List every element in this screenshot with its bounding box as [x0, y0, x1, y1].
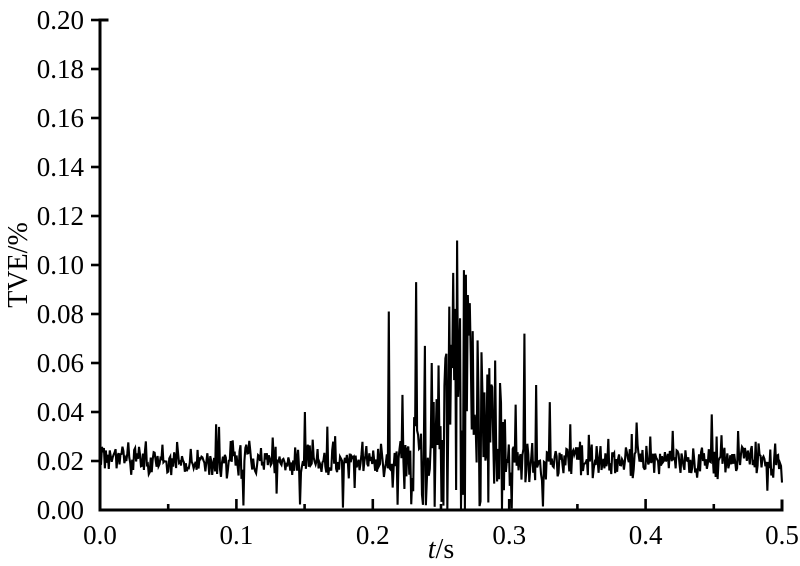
y-tick-label: 0.16 [37, 103, 84, 133]
y-tick-label: 0.00 [37, 495, 84, 525]
x-axis-line [98, 499, 784, 512]
x-tick-label: 0.4 [629, 520, 663, 550]
tve-data-line [98, 240, 784, 511]
y-tick-label: 0.04 [37, 397, 85, 427]
data-series-layer [98, 240, 784, 511]
x-axis-title-variable: t [428, 534, 437, 565]
x-axis-tick-labels: 0.0 0.1 0.2 0.3 0.4 0.5 [83, 520, 799, 550]
y-axis-tick-labels: 0.00 0.02 0.04 0.06 0.08 0.10 0.12 0.14 0.16 0.18… [37, 5, 85, 525]
axis-titles: t/s TVE/% [3, 222, 454, 565]
x-tick-label: 0.1 [220, 520, 254, 550]
y-axis-title: TVE/% [3, 222, 34, 308]
y-axis-ticks [91, 18, 100, 463]
x-axis-title-unit: /s [436, 534, 455, 565]
y-tick-label: 0.10 [37, 250, 84, 280]
y-tick-label: 0.12 [37, 201, 84, 231]
y-tick-label: 0.14 [37, 152, 85, 182]
y-tick-label: 0.18 [37, 54, 84, 84]
y-tick-label: 0.20 [37, 5, 84, 35]
x-axis-title: t/s [428, 534, 454, 565]
x-tick-label: 0.2 [356, 520, 390, 550]
x-tick-label: 0.3 [492, 520, 526, 550]
x-axis-ticks [166, 499, 716, 510]
x-tick-label: 0.5 [765, 520, 799, 550]
y-axis-line [98, 18, 109, 512]
y-tick-label: 0.08 [37, 299, 84, 329]
x-tick-label: 0.0 [83, 520, 117, 550]
y-tick-label: 0.02 [37, 446, 84, 476]
y-tick-label: 0.06 [37, 348, 84, 378]
